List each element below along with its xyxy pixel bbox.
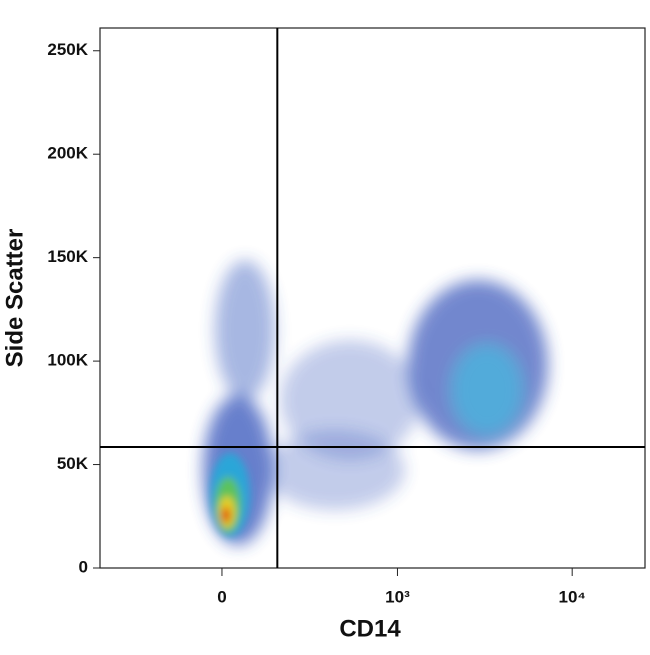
y-tick-label: 0 <box>79 557 88 576</box>
y-tick-label: 50K <box>57 454 89 473</box>
plot-frame <box>99 27 646 569</box>
density-cloud <box>265 430 405 510</box>
y-tick-label: 200K <box>47 144 88 163</box>
density-cloud <box>452 345 522 435</box>
x-tick-label: 10⁴ <box>559 587 586 606</box>
density-cloud <box>280 340 420 460</box>
y-axis-title: Side Scatter <box>1 229 28 368</box>
x-axis-title: CD14 <box>339 615 401 642</box>
y-tick-label: 250K <box>47 40 88 59</box>
density-plot <box>203 260 548 545</box>
x-tick-label: 10³ <box>385 587 410 606</box>
y-tick-label: 100K <box>47 351 88 370</box>
density-cloud <box>215 260 275 400</box>
y-tick-label: 150K <box>47 247 88 266</box>
density-cloud <box>222 507 230 523</box>
x-tick-label: 0 <box>217 587 226 606</box>
